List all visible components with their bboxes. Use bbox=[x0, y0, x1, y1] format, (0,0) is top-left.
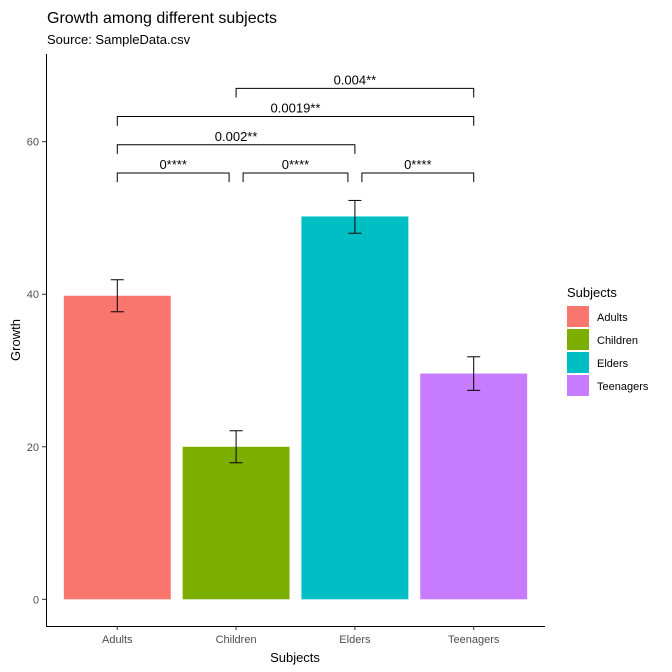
bar-children bbox=[182, 446, 290, 600]
y-tick-label: 60 bbox=[27, 137, 39, 149]
y-tick-label: 40 bbox=[27, 289, 39, 301]
legend-title: Subjects bbox=[567, 285, 617, 300]
y-axis-ticks: 0 20 40 60 bbox=[27, 137, 46, 606]
significance-label: 0.002** bbox=[215, 129, 258, 144]
legend-key-adults bbox=[567, 306, 589, 327]
significance-bracket: 0.004** bbox=[235, 72, 475, 98]
significance-label: 0.0019** bbox=[271, 101, 321, 116]
legend-label: Elders bbox=[597, 358, 629, 370]
significance-bracket: 0**** bbox=[116, 157, 230, 183]
legend-key-teenagers bbox=[567, 375, 589, 396]
chart-subtitle: Source: SampleData.csv bbox=[47, 32, 191, 47]
x-tick-label: Children bbox=[216, 634, 257, 646]
significance-label: 0.004** bbox=[334, 72, 377, 87]
legend-key-children bbox=[567, 329, 589, 350]
legend-label: Teenagers bbox=[597, 381, 649, 393]
x-tick-label: Adults bbox=[102, 634, 133, 646]
significance-bracket: 0.0019** bbox=[116, 101, 475, 126]
x-tick-label: Elders bbox=[339, 634, 371, 646]
error-bar-teenagers bbox=[467, 356, 481, 391]
legend-key-elders bbox=[567, 352, 589, 373]
legend-item-children: Children bbox=[567, 329, 638, 350]
legend: Subjects Adults Children Elders Teenagers bbox=[567, 285, 649, 396]
chart-title: Growth among different subjects bbox=[47, 10, 277, 27]
bar-teenagers bbox=[420, 373, 528, 600]
y-tick-label: 20 bbox=[27, 442, 39, 454]
y-tick-label: 0 bbox=[33, 594, 39, 606]
significance-brackets: 0**** 0**** 0**** 0.002** 0.0019** 0.004** bbox=[116, 72, 475, 183]
y-axis-title: Growth bbox=[8, 319, 23, 361]
error-bars-group bbox=[110, 199, 481, 464]
significance-bracket: 0.002** bbox=[116, 129, 356, 154]
error-bar-elders bbox=[348, 199, 362, 234]
bars-group bbox=[63, 216, 528, 600]
legend-label: Adults bbox=[597, 312, 628, 324]
legend-label: Children bbox=[597, 335, 638, 347]
significance-bracket: 0**** bbox=[242, 157, 349, 183]
significance-label: 0**** bbox=[404, 157, 431, 172]
x-axis-title: Subjects bbox=[270, 650, 320, 665]
significance-label: 0**** bbox=[282, 157, 309, 172]
legend-item-elders: Elders bbox=[567, 352, 629, 373]
bar-elders bbox=[301, 216, 409, 600]
x-axis-ticks: Adults Children Elders Teenagers bbox=[102, 626, 500, 646]
legend-item-adults: Adults bbox=[567, 306, 628, 327]
bar-adults bbox=[63, 295, 171, 600]
x-tick-label: Teenagers bbox=[448, 634, 500, 646]
error-bar-children bbox=[229, 430, 243, 464]
significance-bracket: 0**** bbox=[361, 157, 475, 183]
error-bar-adults bbox=[110, 279, 124, 313]
significance-label: 0**** bbox=[159, 157, 186, 172]
legend-item-teenagers: Teenagers bbox=[567, 375, 649, 396]
